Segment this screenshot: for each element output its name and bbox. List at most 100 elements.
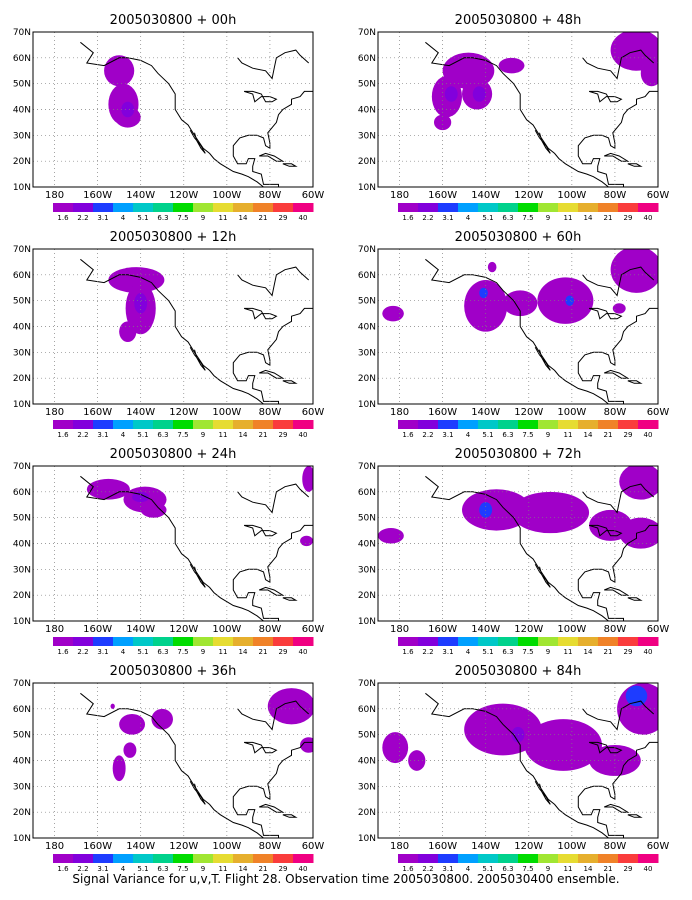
variance-contour-7 xyxy=(612,303,626,314)
colorbar-level-label: 6.3 xyxy=(502,865,513,873)
lon-tick-label: 100W xyxy=(557,407,586,418)
colorbar-level-label: 2.2 xyxy=(77,431,88,439)
colorbar-swatch xyxy=(398,420,419,429)
coastline-4 xyxy=(627,814,643,818)
colorbar-swatch xyxy=(618,637,639,646)
variance-contour-5 xyxy=(382,732,409,764)
map-area xyxy=(33,32,313,187)
colorbar-swatch xyxy=(133,420,154,429)
panel-title: 2005030800 + 60h xyxy=(455,230,582,245)
coastline-3 xyxy=(259,369,285,379)
colorbar-level-label: 4 xyxy=(466,214,471,222)
colorbar-swatch xyxy=(113,854,134,863)
lon-tick-label: 160W xyxy=(83,624,112,635)
variance-contour-9 xyxy=(565,295,574,306)
colorbar-level-label: 3.1 xyxy=(442,214,453,222)
variance-contour-5 xyxy=(110,703,115,709)
colorbar-level-label: 29 xyxy=(624,648,633,656)
colorbar-swatch xyxy=(598,420,619,429)
colorbar-swatch xyxy=(153,203,174,212)
colorbar-level-label: 4 xyxy=(121,648,126,656)
lon-tick-label: 120W xyxy=(169,190,198,201)
colorbar-swatch xyxy=(498,420,519,429)
colorbar-level-label: 7.5 xyxy=(177,865,188,873)
lat-tick-label: 50N xyxy=(13,297,31,307)
colorbar-swatch xyxy=(233,854,254,863)
colorbar-level-label: 14 xyxy=(239,648,248,656)
lon-tick-label: 60W xyxy=(647,407,670,418)
variance-contour-4 xyxy=(382,305,404,322)
lat-tick-label: 70N xyxy=(13,245,31,255)
lon-tick-label: 120W xyxy=(514,624,543,635)
colorbar-level-label: 3.1 xyxy=(97,865,108,873)
lat-tick-label: 20N xyxy=(13,157,31,167)
colorbar-level-label: 7.5 xyxy=(522,431,533,439)
variance-contour-8 xyxy=(479,287,488,299)
variance-contour-5 xyxy=(378,528,404,544)
lon-tick-label: 140W xyxy=(471,841,500,852)
colorbar-swatch xyxy=(618,420,639,429)
lat-tick-label: 30N xyxy=(13,131,31,141)
colorbar-swatch xyxy=(598,203,619,212)
lon-tick-label: 140W xyxy=(471,190,500,201)
lon-tick-label: 180 xyxy=(390,841,409,852)
lat-tick-label: 40N xyxy=(358,323,376,333)
coastline-3 xyxy=(259,152,285,162)
colorbar-level-label: 14 xyxy=(584,214,593,222)
colorbar-level-label: 14 xyxy=(584,648,593,656)
colorbar-level-label: 29 xyxy=(279,214,288,222)
colorbar-level-label: 29 xyxy=(624,865,633,873)
map-area xyxy=(378,466,658,621)
colorbar-swatch xyxy=(398,854,419,863)
colorbar-swatch xyxy=(93,203,114,212)
coastline-6 xyxy=(189,780,206,805)
lat-tick-label: 70N xyxy=(13,28,31,38)
colorbar-swatch xyxy=(638,420,659,429)
map-frame xyxy=(377,248,659,405)
lon-tick-label: 180 xyxy=(45,624,64,635)
coastline-4 xyxy=(627,163,643,167)
colorbar-level-label: 2.2 xyxy=(422,431,433,439)
variance-contour-4 xyxy=(300,535,313,547)
colorbar-level-label: 5.1 xyxy=(482,648,493,656)
colorbar-level-label: 9 xyxy=(201,214,205,222)
colorbar-swatch xyxy=(418,854,439,863)
colorbar-swatch xyxy=(558,854,579,863)
variance-contour-7 xyxy=(300,737,313,753)
colorbar-level-label: 4 xyxy=(466,431,471,439)
lat-tick-label: 70N xyxy=(13,462,31,472)
variance-contour-4 xyxy=(619,517,658,549)
colorbar-level-label: 40 xyxy=(299,214,308,222)
colorbar-swatch xyxy=(253,854,274,863)
colorbar-swatch xyxy=(478,854,499,863)
lon-tick-label: 180 xyxy=(390,407,409,418)
colorbar-level-label: 7.5 xyxy=(522,865,533,873)
colorbar-level-label: 1.6 xyxy=(402,431,414,439)
variance-contour-1 xyxy=(462,489,531,531)
lon-tick-label: 80W xyxy=(604,624,627,635)
lon-tick-label: 60W xyxy=(302,841,325,852)
variance-contour-4 xyxy=(121,101,135,118)
lat-tick-label: 10N xyxy=(13,617,31,627)
colorbar-level-label: 2.2 xyxy=(77,214,88,222)
lon-tick-label: 80W xyxy=(259,190,282,201)
colorbar-swatch xyxy=(213,637,234,646)
colorbar-swatch xyxy=(398,637,419,646)
colorbar-level-label: 40 xyxy=(644,865,653,873)
colorbar-level-label: 4 xyxy=(121,431,126,439)
coastline-2 xyxy=(582,49,655,80)
map-panel-72h: 2005030800 + 72h 70N 60N 50N 40N 30N 20N 10N 180… xyxy=(358,447,670,656)
colorbar-swatch xyxy=(438,203,459,212)
lon-tick-label: 80W xyxy=(604,190,627,201)
colorbar-swatch xyxy=(293,637,314,646)
colorbar-swatch xyxy=(598,854,619,863)
map-panel-36h: 2005030800 + 36h 70N 60N 50N 40N 30N 20N 10N 180… xyxy=(13,664,325,873)
map-frame xyxy=(32,682,314,839)
colorbar-level-label: 14 xyxy=(239,214,248,222)
colorbar-level-label: 7.5 xyxy=(522,214,533,222)
colorbar-swatch xyxy=(418,203,439,212)
colorbar-level-label: 2.2 xyxy=(77,648,88,656)
colorbar-level-label: 29 xyxy=(279,648,288,656)
colorbar: 1.6 2.2 3.1 4 5.1 6.3 7.5 9 11 14 21 29 40 xyxy=(398,420,659,439)
map-frame xyxy=(32,248,314,405)
